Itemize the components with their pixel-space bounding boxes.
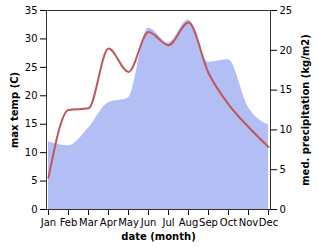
- svg-text:10: 10: [25, 147, 38, 158]
- svg-text:Oct: Oct: [220, 217, 237, 228]
- svg-text:15: 15: [280, 84, 293, 95]
- svg-text:Mar: Mar: [79, 217, 99, 228]
- svg-text:0: 0: [31, 204, 37, 215]
- svg-text:Sep: Sep: [199, 217, 218, 228]
- svg-text:Nov: Nov: [239, 217, 259, 228]
- svg-text:0: 0: [280, 204, 286, 215]
- svg-text:Apr: Apr: [100, 217, 118, 228]
- svg-text:20: 20: [25, 90, 38, 101]
- svg-text:Feb: Feb: [60, 217, 78, 228]
- svg-text:5: 5: [31, 175, 37, 186]
- svg-text:date (month): date (month): [121, 231, 195, 242]
- svg-text:May: May: [118, 217, 139, 228]
- svg-text:Jun: Jun: [140, 217, 157, 228]
- svg-text:10: 10: [280, 124, 293, 135]
- svg-text:max temp (C): max temp (C): [9, 72, 20, 148]
- svg-text:Aug: Aug: [179, 217, 199, 228]
- svg-text:15: 15: [25, 118, 38, 129]
- svg-text:Jan: Jan: [40, 217, 56, 228]
- svg-text:30: 30: [25, 33, 38, 44]
- svg-text:5: 5: [280, 164, 286, 175]
- svg-text:med. precipitation (kg/m2): med. precipitation (kg/m2): [300, 34, 311, 186]
- svg-text:Jul: Jul: [161, 217, 174, 228]
- svg-text:35: 35: [25, 5, 38, 16]
- svg-text:Dec: Dec: [259, 217, 278, 228]
- svg-text:20: 20: [280, 45, 293, 56]
- svg-text:25: 25: [25, 62, 38, 73]
- svg-text:25: 25: [280, 5, 293, 16]
